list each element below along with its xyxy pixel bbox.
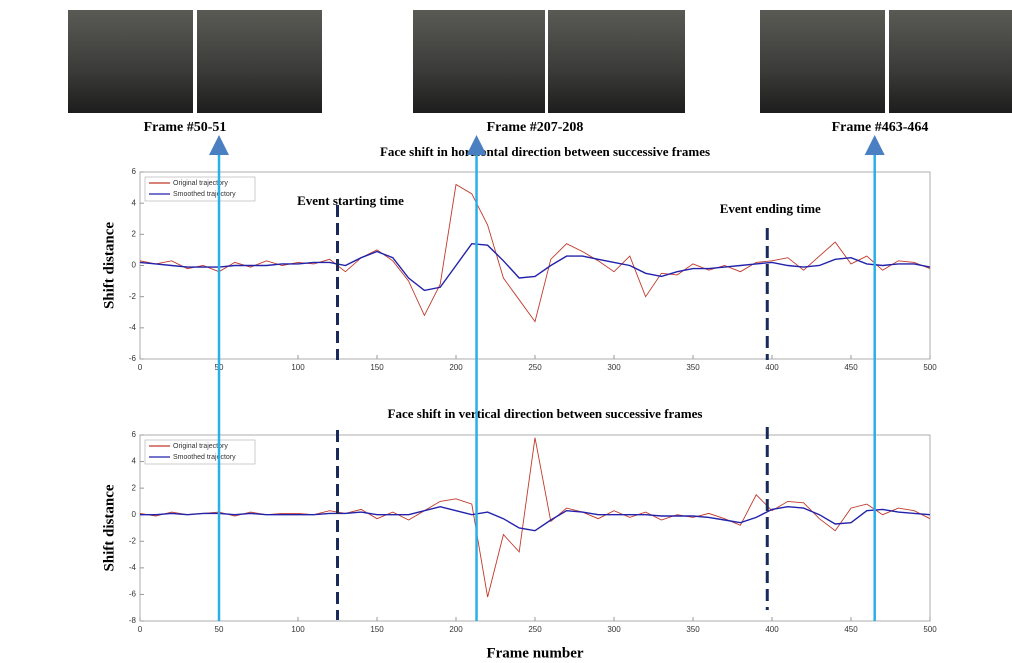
y-tick-label: -2 xyxy=(129,536,137,545)
legend-label: Smoothed trajectory xyxy=(173,454,236,461)
x-tick-label: 350 xyxy=(686,363,700,372)
x-tick-label: 500 xyxy=(923,625,937,634)
event-label: Event ending time xyxy=(720,201,821,216)
y-tick-label: 0 xyxy=(132,510,137,519)
frame-image xyxy=(889,10,1012,113)
frame-image xyxy=(197,10,322,113)
figure: Face shift in horizontal direction betwe… xyxy=(0,0,1012,663)
x-tick-label: 250 xyxy=(528,625,542,634)
x-tick-label: 0 xyxy=(138,363,143,372)
x-tick-label: 150 xyxy=(370,625,384,634)
y-tick-label: 4 xyxy=(132,198,137,207)
y-axis-label: Shift distance xyxy=(101,484,117,571)
x-tick-label: 100 xyxy=(291,625,305,634)
y-tick-label: 4 xyxy=(132,457,137,466)
y-tick-label: -4 xyxy=(129,563,137,572)
x-tick-label: 150 xyxy=(370,363,384,372)
x-tick-label: 300 xyxy=(607,363,621,372)
y-tick-label: 2 xyxy=(132,483,137,492)
x-tick-label: 400 xyxy=(765,363,779,372)
chart-title: Face shift in horizontal direction betwe… xyxy=(380,144,710,159)
page: {"chart_data":[ {"type":"line","title":"… xyxy=(0,0,1012,663)
frame-label: Frame #50-51 xyxy=(144,120,227,135)
x-tick-label: 450 xyxy=(844,363,858,372)
frame-label: Frame #207-208 xyxy=(487,120,584,135)
y-axis-label: Shift distance xyxy=(101,222,117,309)
x-tick-label: 400 xyxy=(765,625,779,634)
x-axis-label: Frame number xyxy=(486,645,583,661)
y-tick-label: -2 xyxy=(129,292,137,301)
frame-image xyxy=(413,10,545,113)
chart-title: Face shift in vertical direction between… xyxy=(388,406,703,421)
y-tick-label: 6 xyxy=(132,430,137,439)
plot-area xyxy=(140,435,930,621)
y-tick-label: 0 xyxy=(132,261,137,270)
y-tick-label: -4 xyxy=(129,323,137,332)
y-tick-label: -8 xyxy=(129,616,137,625)
x-tick-label: 0 xyxy=(138,625,143,634)
frame-label: Frame #463-464 xyxy=(832,120,929,135)
frame-images xyxy=(68,10,1012,113)
x-tick-label: 250 xyxy=(528,363,542,372)
y-tick-label: -6 xyxy=(129,354,137,363)
x-tick-label: 350 xyxy=(686,625,700,634)
x-tick-label: 100 xyxy=(291,363,305,372)
event-label: Event starting time xyxy=(297,193,404,208)
x-tick-label: 50 xyxy=(215,625,224,634)
frame-image xyxy=(548,10,685,113)
x-tick-label: 300 xyxy=(607,625,621,634)
frame-image xyxy=(68,10,193,113)
x-tick-label: 500 xyxy=(923,363,937,372)
y-tick-label: 6 xyxy=(132,167,137,176)
x-tick-label: 200 xyxy=(449,363,463,372)
y-tick-label: 2 xyxy=(132,229,137,238)
y-tick-label: -6 xyxy=(129,590,137,599)
x-tick-label: 200 xyxy=(449,625,463,634)
frame-image xyxy=(760,10,885,113)
x-tick-label: 450 xyxy=(844,625,858,634)
legend-label: Smoothed trajectory xyxy=(173,191,236,198)
